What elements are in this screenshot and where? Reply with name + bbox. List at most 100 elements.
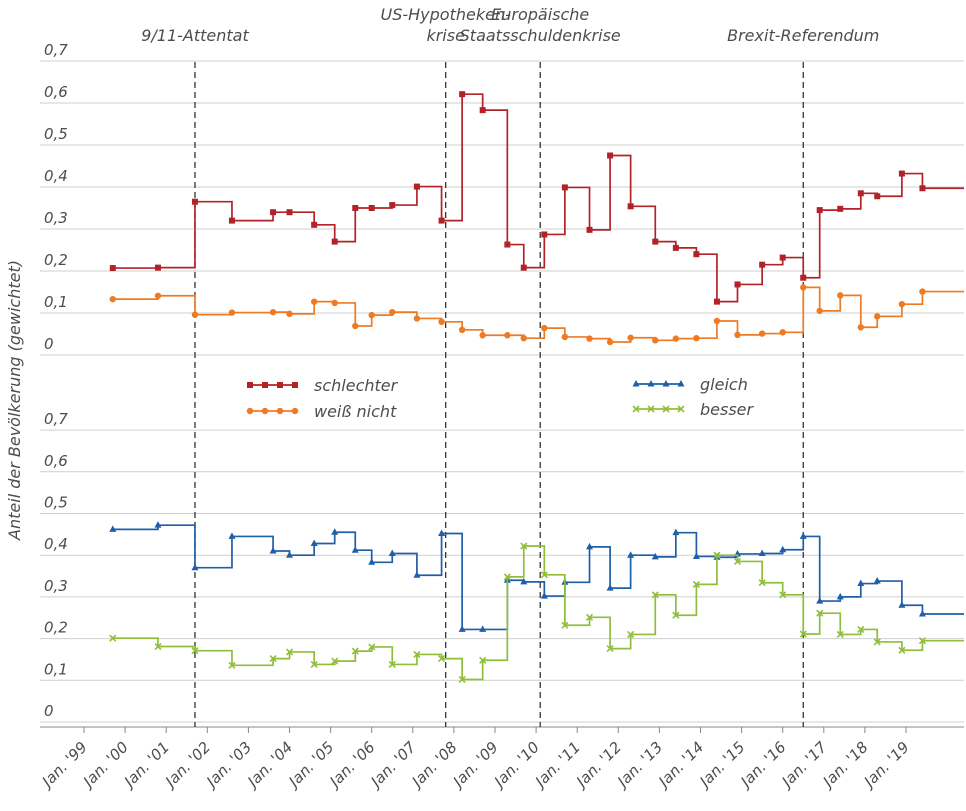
data-point xyxy=(269,308,277,316)
data-point xyxy=(520,335,527,342)
data-point xyxy=(918,609,926,617)
data-point xyxy=(331,299,338,307)
data-point xyxy=(479,656,487,664)
series-weiß-nicht xyxy=(109,284,964,346)
data-point xyxy=(246,407,254,415)
legend-item: besser xyxy=(632,400,755,419)
data-point xyxy=(873,577,881,584)
y-tick-label: 0 xyxy=(44,702,54,720)
data-point xyxy=(368,311,375,319)
data-point xyxy=(627,334,634,341)
data-point xyxy=(389,202,396,209)
data-point xyxy=(479,107,486,114)
data-point xyxy=(632,380,640,387)
data-point xyxy=(693,251,700,258)
data-point xyxy=(331,657,339,665)
data-point xyxy=(540,592,548,599)
data-point xyxy=(561,333,569,341)
data-point xyxy=(651,591,659,599)
data-point xyxy=(438,217,445,224)
legend-item: schlechter xyxy=(247,376,399,395)
data-point xyxy=(191,198,198,205)
data-point xyxy=(800,284,807,291)
data-point xyxy=(413,183,420,190)
y-tick-label: 0,4 xyxy=(44,167,68,185)
data-point xyxy=(836,630,844,638)
data-point xyxy=(310,539,318,547)
data-point xyxy=(662,405,670,413)
data-point xyxy=(713,298,720,305)
x-tick-label: Jan. '99 xyxy=(36,738,90,792)
data-point xyxy=(438,529,446,537)
series-schlechter xyxy=(109,91,964,305)
y-tick-label: 0,3 xyxy=(44,577,68,595)
data-point xyxy=(919,185,926,192)
data-point xyxy=(713,551,721,559)
data-point xyxy=(520,264,527,271)
data-point xyxy=(873,638,881,646)
data-point xyxy=(413,571,421,578)
data-point xyxy=(586,335,593,342)
data-point xyxy=(368,643,376,651)
data-point xyxy=(647,405,655,413)
data-point xyxy=(651,552,659,560)
data-point xyxy=(627,630,635,638)
data-point xyxy=(672,611,680,619)
data-point xyxy=(368,205,375,211)
data-point xyxy=(799,630,807,638)
data-point xyxy=(857,190,864,197)
data-point xyxy=(672,335,680,342)
data-point xyxy=(154,642,162,651)
data-point xyxy=(269,547,277,554)
data-point xyxy=(154,264,161,271)
series xyxy=(109,91,964,684)
data-point xyxy=(918,637,927,645)
data-point xyxy=(261,407,269,415)
data-point xyxy=(368,558,376,565)
data-point xyxy=(262,382,268,388)
data-point xyxy=(857,324,864,331)
data-point xyxy=(352,205,359,211)
data-point xyxy=(292,382,298,388)
data-point xyxy=(154,521,162,528)
legend-label: gleich xyxy=(700,375,748,394)
data-point xyxy=(898,601,906,608)
data-point xyxy=(479,332,486,339)
data-point xyxy=(109,295,116,303)
y-tick-label: 0,4 xyxy=(44,535,68,553)
y-tick-label: 0,5 xyxy=(44,125,68,143)
data-point xyxy=(331,238,338,245)
event-label: Staatsschuldenkrise xyxy=(460,26,621,45)
data-point xyxy=(351,546,359,553)
data-point xyxy=(758,330,766,337)
data-point xyxy=(276,407,284,415)
data-point xyxy=(837,205,844,212)
data-point xyxy=(388,549,396,557)
data-point xyxy=(758,549,766,557)
data-point xyxy=(228,217,235,224)
data-point xyxy=(733,557,742,566)
data-point xyxy=(606,645,614,653)
data-point xyxy=(438,318,445,326)
data-point xyxy=(458,625,466,632)
data-point xyxy=(632,405,640,413)
data-point xyxy=(458,326,466,333)
data-point xyxy=(693,335,700,342)
legend: schlechter weiß nicht gleich besser xyxy=(246,375,755,421)
data-point xyxy=(586,226,593,233)
y-tick-label: 0,5 xyxy=(44,494,68,512)
event-markers: 9/11-Attentat US-Hypotheken-krise Europäis… xyxy=(141,5,879,727)
legend-label: besser xyxy=(700,400,755,419)
data-point xyxy=(277,382,283,388)
data-point xyxy=(459,91,466,98)
data-point xyxy=(898,300,906,308)
data-point xyxy=(540,571,548,579)
grid xyxy=(40,60,964,733)
data-point xyxy=(607,152,614,159)
data-point xyxy=(779,545,787,553)
legend-label: schlechter xyxy=(314,376,399,395)
data-point xyxy=(228,532,236,539)
series-line xyxy=(112,93,964,303)
y-tick-label: 0,2 xyxy=(44,619,68,637)
data-point xyxy=(504,241,511,248)
